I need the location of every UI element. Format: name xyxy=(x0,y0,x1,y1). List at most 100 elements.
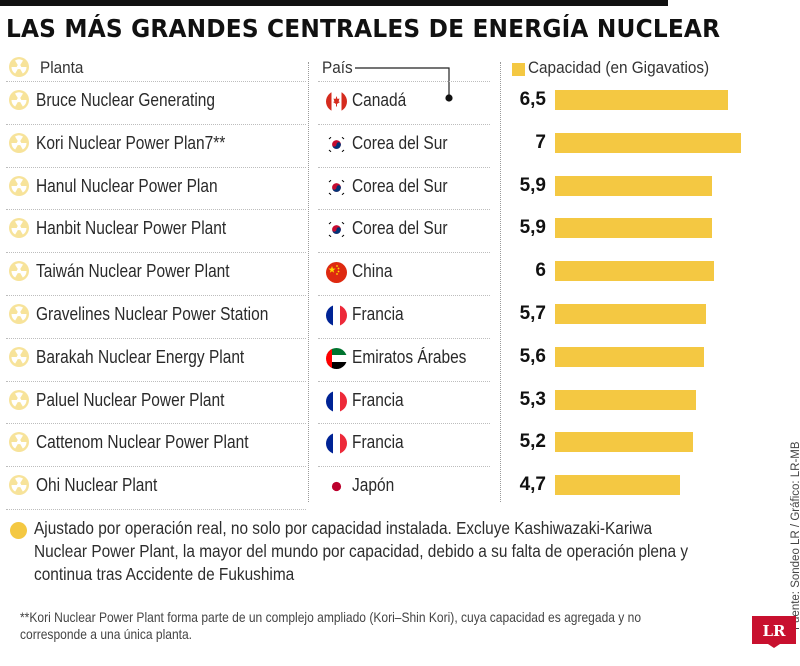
source-credit: Fuente: Sondeo LR / Gráfico: LR-MB xyxy=(790,441,800,630)
country-header: País xyxy=(322,58,353,77)
radiation-icon xyxy=(8,389,30,411)
capacity-bar xyxy=(555,346,704,367)
country-name: Francia xyxy=(352,304,404,324)
row-separator xyxy=(318,209,490,211)
radiation-icon xyxy=(8,132,30,154)
capacity-header: Capacidad (en Gigavatios) xyxy=(528,58,710,77)
capacity-bar xyxy=(555,389,696,410)
radiation-icon xyxy=(8,431,30,453)
capacity-bar xyxy=(555,304,707,324)
radiation-icon xyxy=(8,346,30,368)
row-separator xyxy=(6,81,306,82)
value-label: 5,9 xyxy=(519,174,546,196)
chart-row: Hanbit Nuclear Power Plant Corea del Sur 5… xyxy=(0,208,760,250)
chart-row: Bruce Nuclear Generating Canadá 6,5 xyxy=(0,80,760,122)
row-separator xyxy=(318,380,490,382)
footnote-dot-icon xyxy=(10,522,27,539)
column-divider-2 xyxy=(500,62,501,502)
row-separator xyxy=(318,466,490,468)
capacity-bar xyxy=(555,261,715,282)
callout-line xyxy=(355,67,453,102)
capacity-bar xyxy=(555,132,741,153)
row-separator xyxy=(318,123,490,125)
plant-name: Kori Nuclear Power Plan7** xyxy=(36,132,226,153)
row-separator xyxy=(6,509,306,510)
row-separator xyxy=(6,209,306,211)
radiation-icon xyxy=(8,303,30,325)
kori-note: **Kori Nuclear Power Plant forma parte d… xyxy=(20,609,642,642)
value-label: 5,2 xyxy=(519,431,546,453)
row-separator xyxy=(6,295,306,296)
chart-row: Paluel Nuclear Power Plant Francia 5,3 xyxy=(0,380,760,422)
row-separator xyxy=(318,337,490,339)
south-korea-flag xyxy=(326,219,347,241)
row-separator xyxy=(318,423,490,425)
capacity-bar xyxy=(555,218,712,239)
column-headers: Planta País Capacidad (en Gigavatios) xyxy=(0,52,760,82)
row-separator xyxy=(6,166,306,168)
column-divider-1 xyxy=(308,62,309,502)
country-name: Francia xyxy=(352,432,404,453)
plant-name: Hanul Nuclear Power Plan xyxy=(36,175,218,196)
radiation-icon xyxy=(8,260,30,282)
value-label: 5,9 xyxy=(519,217,546,239)
south-korea-flag xyxy=(326,133,347,155)
legend-swatch xyxy=(512,63,525,76)
chart-row: Taiwán Nuclear Power Plant China 6 xyxy=(0,251,760,293)
chart-row: Ohi Nuclear Plant Japón 4,7 xyxy=(0,465,760,507)
plant-header: Planta xyxy=(40,58,84,77)
country-name: Canadá xyxy=(352,90,407,110)
chart-row: Hanul Nuclear Power Plan Corea del Sur 5,9 xyxy=(0,166,760,208)
france-flag xyxy=(326,390,347,412)
row-separator xyxy=(6,123,306,125)
china-flag xyxy=(326,262,347,284)
value-label: 6,5 xyxy=(519,89,546,110)
chart-row: Gravelines Nuclear Power Station Francia 5… xyxy=(0,294,760,336)
country-name: Emiratos Árabes xyxy=(352,346,467,367)
value-label: 6 xyxy=(535,260,546,282)
value-label: 7 xyxy=(535,131,546,153)
row-separator xyxy=(318,295,490,296)
row-separator xyxy=(6,466,306,468)
capacity-bar xyxy=(555,175,712,196)
chart-row: Barakah Nuclear Energy Plant Emiratos Ára… xyxy=(0,337,760,379)
radiation-icon xyxy=(8,474,30,496)
chart-title: LAS MÁS GRANDES CENTRALES DE ENERGÍA NUC… xyxy=(6,14,721,43)
country-name: Japón xyxy=(352,475,395,496)
top-rule xyxy=(0,0,668,6)
canada-flag xyxy=(326,91,347,112)
country-name: Francia xyxy=(352,389,404,410)
plant-name: Gravelines Nuclear Power Station xyxy=(36,304,269,324)
japan-flag xyxy=(326,476,347,498)
south-korea-flag xyxy=(326,176,347,198)
capacity-bar xyxy=(555,475,680,496)
row-separator xyxy=(6,337,306,339)
france-flag xyxy=(326,433,347,455)
france-flag xyxy=(326,305,347,326)
row-separator xyxy=(318,252,490,254)
chart-row: Kori Nuclear Power Plan7** Corea del Sur 7 xyxy=(0,123,760,165)
country-name: Corea del Sur xyxy=(352,175,448,196)
value-label: 5,7 xyxy=(519,303,546,324)
row-separator xyxy=(318,166,490,168)
plant-name: Taiwán Nuclear Power Plant xyxy=(36,261,230,282)
logo-text: LR xyxy=(762,622,786,640)
chart-row: Cattenom Nuclear Power Plant Francia 5,2 xyxy=(0,422,760,464)
radiation-icon xyxy=(8,175,30,197)
plant-name: Hanbit Nuclear Power Plant xyxy=(36,218,227,239)
footnote-text: Ajustado por operación real, no solo por… xyxy=(34,518,689,584)
lr-logo: LR xyxy=(752,616,796,648)
row-separator xyxy=(6,252,306,254)
value-label: 5,6 xyxy=(519,345,546,367)
radiation-icon xyxy=(8,217,30,239)
uae-flag xyxy=(326,347,347,369)
country-name: Corea del Sur xyxy=(352,132,448,153)
plant-name: Cattenom Nuclear Power Plant xyxy=(36,432,249,453)
plant-name: Barakah Nuclear Energy Plant xyxy=(36,346,245,367)
plant-name: Bruce Nuclear Generating xyxy=(36,90,215,110)
value-label: 4,7 xyxy=(519,474,546,496)
row-separator xyxy=(318,81,490,82)
capacity-bar xyxy=(555,90,728,110)
row-separator xyxy=(6,380,306,382)
plant-name: Ohi Nuclear Plant xyxy=(36,475,158,496)
